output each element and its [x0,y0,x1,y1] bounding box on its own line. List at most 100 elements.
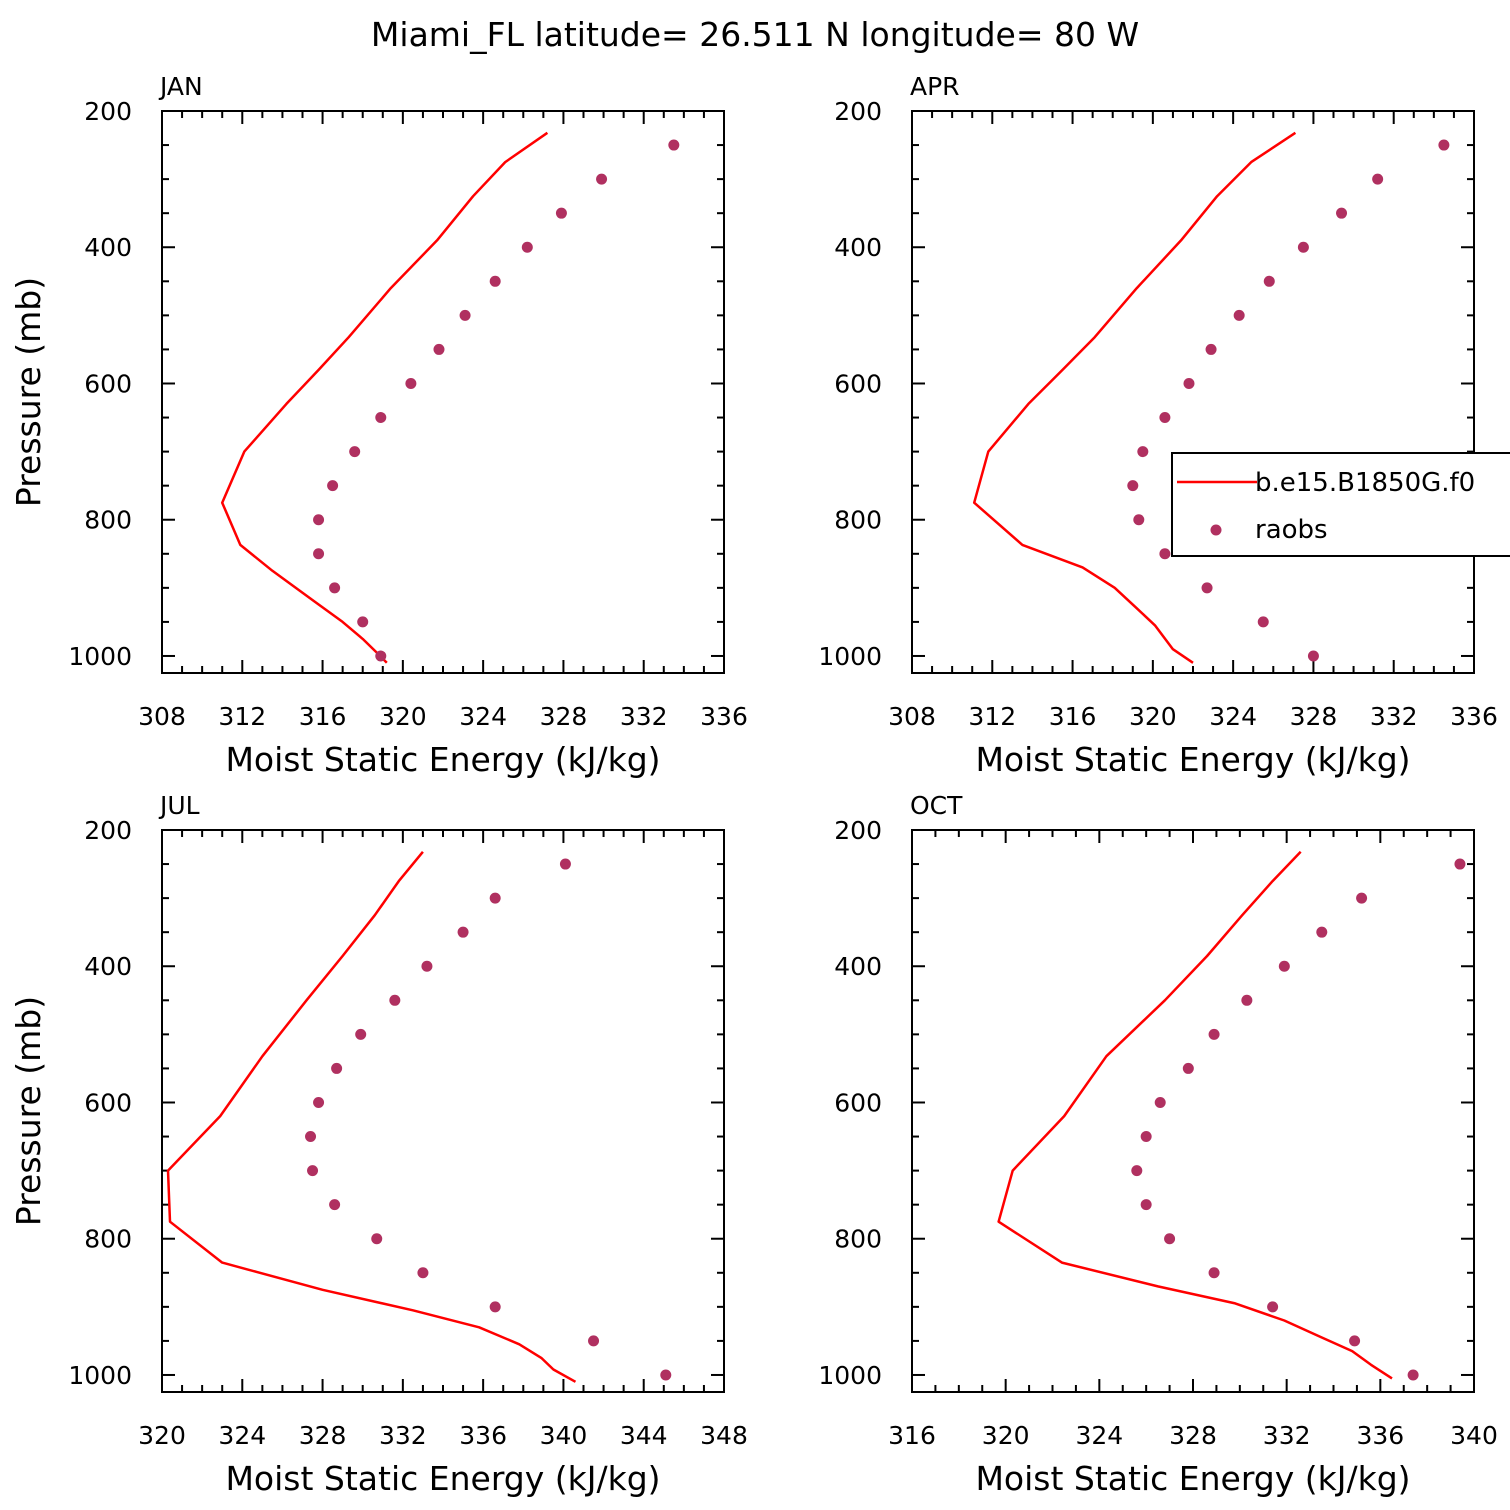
x-tick-label: 324 [218,1421,266,1450]
x-tick-label: 324 [1209,702,1257,731]
raobs-point [1267,1301,1279,1313]
x-tick-label: 308 [888,702,936,731]
model-line [997,850,1393,1380]
raobs-point [405,377,417,389]
raobs-point [489,892,501,904]
raobs-point [1183,377,1195,389]
raobs-point [588,1335,600,1347]
x-axis-title: Moist Static Energy (kJ/kg) [975,740,1410,779]
plot-area [166,851,672,1383]
x-axis-title: Moist Static Energy (kJ/kg) [975,1459,1410,1498]
legend-model-label: b.e15.B1850G.f0 [1255,468,1475,498]
panel-label: OCT [910,791,963,820]
y-tick-label: 600 [84,1088,132,1117]
model-line [220,131,549,664]
x-tick-label: 348 [700,1421,748,1450]
plot-frame [911,110,1475,674]
y-tick-label: 600 [834,369,882,398]
raobs-point [1278,960,1290,972]
raobs-point [1454,858,1466,870]
raobs-point [327,480,339,492]
x-axis-title: Moist Static Energy (kJ/kg) [225,740,660,779]
panel-jul: 320 324 328 332 336 340 344 348 200 400 600 800 1000… [9,791,748,1498]
panel-label: APR [910,72,960,101]
raobs-point [1208,1267,1220,1279]
raobs-point [489,1301,501,1313]
x-tick-label: 324 [1075,1421,1123,1450]
raobs-point [313,1096,325,1108]
x-tick-label: 316 [1049,702,1097,731]
plot-frame [911,829,1475,1393]
raobs-point [1154,1096,1166,1108]
y-tick-label: 800 [84,1225,132,1254]
raobs-point [1356,892,1368,904]
raobs-point [433,343,445,355]
y-tick-label: 200 [834,97,882,126]
y-tick-label: 200 [84,816,132,845]
raobs-point [355,1028,367,1040]
plot-area [997,850,1466,1381]
raobs-point [329,1199,341,1211]
legend-raobs-label: raobs [1255,515,1328,545]
raobs-point [457,926,469,938]
raobs-point [1316,926,1328,938]
x-tick-label: 336 [459,1421,507,1450]
panel-apr: 308 312 316 320 324 328 332 336 200 400 600 800 1000… [818,72,1497,779]
y-tick-label: 400 [834,233,882,262]
y-tick-label: 200 [834,816,882,845]
raobs-point [349,446,361,458]
raobs-point [559,858,571,870]
raobs-point [668,139,680,151]
raobs-point [1438,139,1450,151]
x-tick-label: 328 [540,702,588,731]
raobs-point [417,1267,429,1279]
raobs-point [1372,173,1384,185]
y-tick-label: 800 [834,506,882,535]
legend-box [1171,452,1510,557]
raobs-point [1263,275,1275,287]
x-tick-label: 328 [1169,1421,1217,1450]
raobs-point [1241,994,1253,1006]
x-tick-label: 320 [138,1421,186,1450]
raobs-point [660,1369,672,1381]
y-tick-label: 800 [834,1225,882,1254]
x-tick-label: 308 [138,702,186,731]
raobs-point [389,994,401,1006]
legend: b.e15.B1850G.f0 raobs [1171,452,1510,557]
raobs-point [1140,1199,1152,1211]
raobs-point [1349,1335,1361,1347]
raobs-point [1127,480,1139,492]
x-tick-label: 316 [299,702,347,731]
plot-frame [161,110,725,674]
raobs-point [1307,650,1319,662]
raobs-point [313,514,325,526]
y-tick-label: 800 [84,506,132,535]
x-tick-label: 320 [379,702,427,731]
model-line [166,851,577,1383]
raobs-point [1201,582,1213,594]
raobs-point [307,1165,319,1177]
x-tick-label: 344 [620,1421,668,1450]
x-tick-label: 336 [700,702,748,731]
plot-frame [161,829,725,1393]
y-tick-label: 400 [834,952,882,981]
raobs-point [521,241,533,253]
y-tick-label: 1000 [68,1361,132,1390]
figure-title: Miami_FL latitude= 26.511 N longitude= 8… [371,15,1139,54]
raobs-point [1140,1131,1152,1143]
x-tick-label: 332 [1263,1421,1311,1450]
raobs-point [371,1233,383,1245]
raobs-point [596,173,608,185]
x-tick-label: 332 [620,702,668,731]
panel-label: JUL [158,791,200,820]
x-tick-label: 332 [1370,702,1418,731]
x-tick-label: 336 [1450,702,1498,731]
raobs-point [489,275,501,287]
legend-marker-swatch [1210,524,1222,536]
x-tick-label: 320 [982,1421,1030,1450]
raobs-point [331,1062,343,1074]
raobs-point [1297,241,1309,253]
y-tick-label: 600 [84,369,132,398]
raobs-point [1336,207,1348,219]
y-axis-title: Pressure (mb) [9,996,48,1226]
